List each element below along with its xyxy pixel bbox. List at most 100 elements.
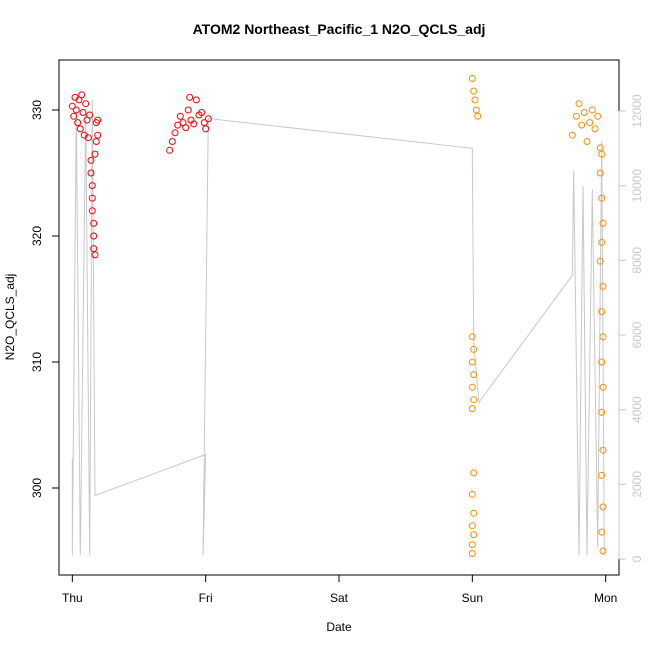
data-point — [472, 106, 480, 114]
y2-axis: 0 2000 4000 6000 8000 10000 12000 — [618, 94, 644, 562]
series-line-0 — [71, 99, 605, 556]
data-point — [598, 194, 606, 202]
data-point — [68, 102, 76, 110]
data-point — [79, 109, 87, 116]
data-point — [468, 541, 476, 549]
data-point — [78, 91, 86, 99]
data-point — [470, 371, 478, 379]
data-point — [204, 115, 212, 123]
data-point — [468, 522, 476, 530]
secondary-series — [71, 99, 605, 556]
y-tick-label: 310 — [30, 352, 44, 372]
data-point — [586, 119, 594, 127]
x-tick-label: Sat — [330, 591, 349, 605]
data-point — [468, 333, 476, 341]
data-point — [591, 125, 599, 133]
data-point — [598, 308, 606, 316]
data-point — [74, 119, 82, 127]
data-point — [598, 528, 606, 536]
y2-tick-label: 2000 — [630, 471, 644, 498]
data-point — [468, 550, 476, 557]
x-axis: Thu Fri Sat Sun Mon — [62, 574, 617, 605]
data-point — [578, 121, 586, 129]
x-axis-label: Date — [326, 620, 352, 634]
y2-tick-label: 8000 — [630, 247, 644, 274]
data-point — [599, 333, 607, 341]
data-point — [470, 509, 478, 517]
x-tick-label: Mon — [594, 591, 617, 605]
data-point — [76, 125, 84, 133]
data-point — [470, 396, 478, 404]
data-point — [470, 345, 478, 353]
data-point — [198, 109, 206, 116]
data-point — [88, 182, 96, 190]
chart-title: ATOM2 Northeast_Pacific_1 N2O_QCLS_adj — [193, 21, 486, 37]
data-point — [468, 383, 476, 391]
data-point — [70, 112, 78, 120]
y-axis-label: N2O_QCLS_adj — [3, 274, 17, 361]
data-point — [468, 490, 476, 498]
data-point — [88, 207, 96, 215]
data-point — [176, 112, 184, 120]
data-point — [168, 138, 176, 145]
data-point — [598, 471, 606, 479]
y-axis: 300 310 320 330 — [30, 100, 60, 498]
data-point — [471, 96, 479, 104]
data-point — [598, 238, 606, 246]
data-point — [599, 503, 607, 511]
data-point — [588, 106, 596, 114]
y2-tick-label: 4000 — [630, 396, 644, 423]
data-point — [91, 251, 99, 259]
data-point — [596, 144, 604, 152]
data-point — [596, 257, 604, 265]
data-point — [186, 93, 194, 101]
data-point — [90, 245, 98, 253]
data-point — [468, 358, 476, 366]
data-point — [598, 358, 606, 366]
data-point — [568, 131, 576, 139]
data-point — [166, 146, 174, 154]
data-point — [90, 232, 98, 240]
x-tick-label: Fri — [199, 591, 213, 605]
y2-tick-label: 6000 — [630, 321, 644, 348]
y-tick-label: 330 — [30, 100, 44, 120]
data-point — [200, 119, 208, 127]
data-point — [82, 100, 90, 108]
data-point — [470, 87, 478, 95]
data-point — [598, 408, 606, 416]
data-point — [192, 96, 200, 104]
data-point — [572, 112, 580, 120]
data-point — [580, 109, 588, 116]
y-tick-label: 320 — [30, 226, 44, 246]
y-tick-label: 300 — [30, 478, 44, 498]
data-point — [87, 156, 95, 164]
data-point — [594, 112, 602, 120]
data-point — [84, 134, 92, 142]
x-tick-label: Sun — [462, 591, 483, 605]
data-point — [468, 405, 476, 413]
data-point — [94, 131, 102, 139]
data-point — [470, 531, 478, 539]
data-point — [599, 547, 607, 555]
data-point — [94, 116, 102, 124]
data-point — [88, 194, 96, 202]
data-point — [583, 138, 591, 145]
data-point — [171, 129, 179, 137]
data-point — [575, 100, 583, 108]
data-point — [184, 106, 192, 114]
data-point — [182, 124, 190, 132]
data-point — [86, 111, 94, 119]
data-point — [91, 150, 99, 158]
data-point — [90, 219, 98, 227]
y2-tick-label: 12000 — [630, 94, 644, 128]
data-point — [599, 383, 607, 391]
data-point — [468, 75, 476, 82]
data-point — [92, 138, 100, 145]
data-point — [72, 106, 80, 114]
data-point — [599, 219, 607, 227]
data-point — [596, 169, 604, 177]
data-point — [202, 125, 210, 133]
data-points — [68, 75, 607, 557]
plot-frame — [58, 59, 620, 576]
